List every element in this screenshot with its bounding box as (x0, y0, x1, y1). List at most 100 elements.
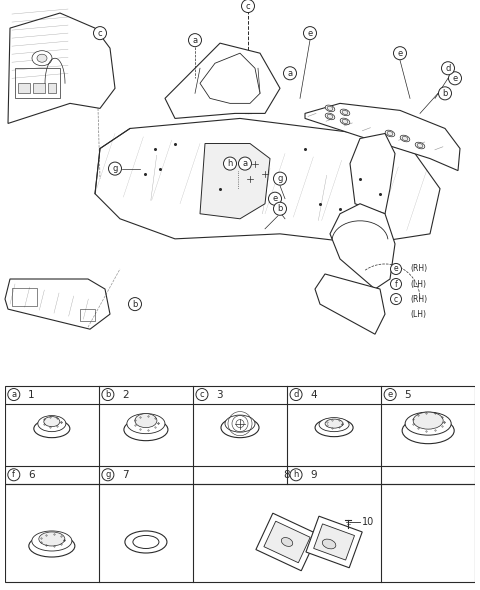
Text: 2: 2 (122, 389, 129, 399)
Text: d: d (293, 390, 299, 399)
Text: g: g (105, 470, 110, 479)
Text: (LH): (LH) (410, 310, 426, 319)
Ellipse shape (32, 51, 52, 65)
Ellipse shape (32, 531, 72, 551)
Circle shape (196, 388, 208, 401)
Text: e: e (272, 194, 277, 203)
Circle shape (241, 0, 254, 12)
Ellipse shape (44, 417, 60, 427)
Ellipse shape (325, 419, 343, 428)
Polygon shape (8, 13, 115, 123)
Text: c: c (200, 390, 204, 399)
Ellipse shape (340, 118, 350, 124)
Bar (15, 68, 60, 99)
Circle shape (448, 72, 461, 85)
Text: 9: 9 (310, 470, 317, 480)
Polygon shape (264, 521, 310, 563)
Bar (80, 309, 95, 321)
Text: 4: 4 (310, 389, 317, 399)
Ellipse shape (124, 419, 168, 441)
Circle shape (439, 87, 452, 100)
Text: (RH): (RH) (410, 264, 427, 274)
Text: d: d (445, 64, 451, 73)
Text: e: e (452, 74, 457, 83)
Circle shape (391, 294, 401, 304)
Ellipse shape (402, 418, 454, 444)
Text: b: b (132, 300, 138, 309)
Ellipse shape (135, 414, 157, 428)
Text: e: e (394, 264, 398, 274)
Bar (5, 385, 475, 484)
Ellipse shape (133, 536, 159, 549)
Circle shape (284, 67, 297, 80)
Circle shape (394, 47, 407, 60)
Text: 1: 1 (28, 389, 35, 399)
Polygon shape (305, 103, 460, 171)
Ellipse shape (400, 135, 410, 142)
Ellipse shape (413, 412, 443, 429)
Text: a: a (288, 69, 293, 78)
Text: g: g (112, 164, 118, 173)
Text: g: g (277, 174, 283, 183)
Polygon shape (256, 513, 318, 571)
Circle shape (391, 264, 401, 274)
Ellipse shape (402, 136, 408, 140)
Text: a: a (242, 159, 248, 168)
Text: h: h (293, 470, 299, 479)
Text: e: e (397, 49, 403, 58)
Ellipse shape (281, 537, 293, 546)
Text: (RH): (RH) (410, 294, 427, 304)
Circle shape (274, 202, 287, 215)
Bar (12, 288, 37, 306)
Ellipse shape (325, 113, 335, 120)
Polygon shape (313, 524, 355, 560)
Text: c: c (394, 294, 398, 304)
Circle shape (129, 297, 142, 310)
Text: b: b (442, 89, 448, 98)
Text: f: f (395, 280, 397, 289)
Text: c: c (98, 29, 102, 38)
Ellipse shape (39, 532, 65, 546)
Ellipse shape (127, 414, 165, 434)
Text: a: a (192, 35, 198, 45)
Ellipse shape (387, 132, 393, 136)
Ellipse shape (225, 415, 255, 432)
Text: h: h (228, 159, 233, 168)
Polygon shape (200, 53, 260, 103)
Ellipse shape (325, 105, 335, 112)
Circle shape (94, 27, 107, 40)
Circle shape (189, 34, 202, 47)
Ellipse shape (137, 537, 155, 546)
Text: e: e (387, 390, 393, 399)
Text: b: b (105, 390, 110, 399)
Polygon shape (306, 516, 362, 568)
Circle shape (303, 27, 316, 40)
Text: c: c (246, 2, 250, 11)
Circle shape (290, 468, 302, 481)
Text: 6: 6 (28, 470, 35, 480)
Ellipse shape (34, 419, 70, 438)
Text: 5: 5 (404, 389, 411, 399)
Ellipse shape (415, 142, 425, 149)
Ellipse shape (29, 535, 75, 557)
Text: 8: 8 (284, 470, 290, 480)
Ellipse shape (340, 109, 350, 116)
Circle shape (224, 157, 237, 170)
Circle shape (108, 162, 121, 175)
Ellipse shape (315, 419, 353, 437)
Polygon shape (350, 133, 395, 214)
Ellipse shape (38, 415, 66, 432)
Bar (33, 83, 45, 93)
Polygon shape (165, 43, 280, 119)
Circle shape (102, 388, 114, 401)
Polygon shape (95, 119, 440, 244)
Text: 7: 7 (122, 470, 129, 480)
Ellipse shape (37, 54, 47, 62)
Circle shape (8, 468, 20, 481)
Text: f: f (12, 470, 15, 479)
Bar (18, 83, 30, 93)
Circle shape (442, 62, 455, 75)
Bar (48, 83, 56, 93)
Text: (LH): (LH) (410, 280, 426, 289)
Ellipse shape (125, 531, 167, 553)
